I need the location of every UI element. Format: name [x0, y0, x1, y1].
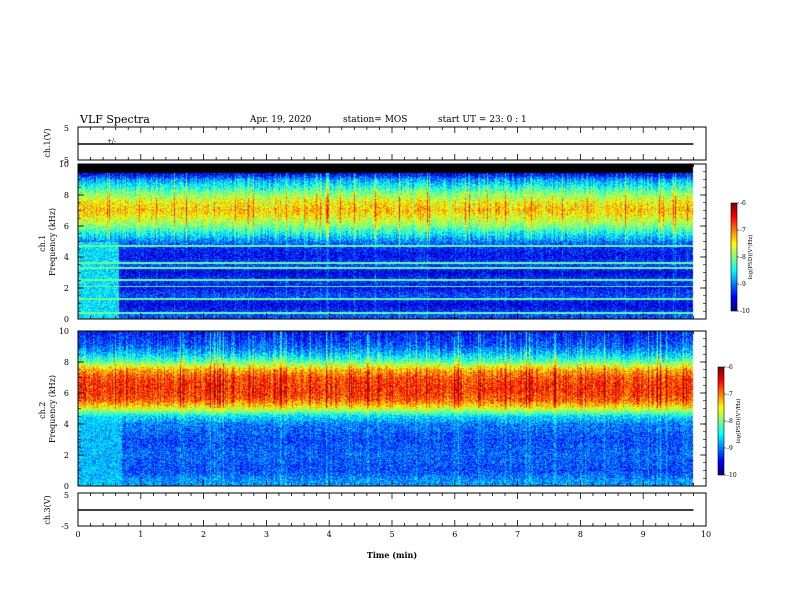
colorbar-tick-label: -8: [727, 418, 733, 425]
time-axis-tick-labels: 0 1 2 3 4 5 6 7 8 9 10: [75, 530, 711, 539]
ch2-colorbar: [718, 367, 724, 475]
ch1-colorbar: [731, 203, 737, 311]
ch1-waveform-panel: +/- 5 -5 ch.1(V): [43, 124, 707, 165]
time-tick-label: 0: [75, 530, 80, 539]
freq-tick-label: 4: [64, 253, 69, 262]
station-label: station= MOS: [343, 115, 407, 125]
time-tick-label: 2: [201, 530, 206, 539]
time-tick-label: 3: [264, 530, 269, 539]
colorbar-tick-label: -9: [727, 445, 733, 452]
ch1-annotation: +/-: [107, 138, 116, 145]
ch1-spectrogram-ticks: [77, 164, 707, 319]
start-time-label: start UT = 23: 0 : 1: [438, 115, 527, 125]
freq-tick-label: 10: [59, 327, 69, 336]
ch2-spectrogram-panel: 10 8 6 4 2 0 ch.2 Frequency (kHz) -6 -7 -8 -9 -10…: [38, 327, 742, 491]
ch1-ylabel-channel: ch.1: [38, 235, 47, 252]
ch2-spectrogram-ticks: [77, 331, 707, 486]
ch2-spectrogram-ylabel: ch.2 Frequency (kHz): [38, 375, 57, 443]
ch3-ytick-top: 5: [64, 491, 69, 500]
freq-tick-label: 4: [64, 420, 69, 429]
freq-tick-label: 10: [59, 160, 69, 169]
ch3-ytick-bottom: -5: [61, 522, 69, 531]
ch3-ylabel: ch.3(V): [43, 495, 52, 524]
figure-title: VLF Spectra: [79, 113, 150, 126]
colorbar-tick-label: -7: [727, 391, 733, 398]
colorbar-tick-label: -10: [727, 472, 737, 479]
ch1-spectrogram-yticks: 10 8 6 4 2 0: [59, 160, 706, 324]
time-tick-label: 6: [452, 530, 457, 539]
ch1-colorbar-ticks: -6 -7 -8 -9 -10: [737, 200, 750, 315]
freq-tick-label: 0: [64, 482, 69, 491]
time-tick-label: 4: [327, 530, 332, 539]
time-tick-label: 5: [389, 530, 394, 539]
time-tick-label: 1: [138, 530, 143, 539]
freq-tick-label: 8: [64, 191, 69, 200]
ch1-waveform-ticks: [77, 127, 707, 160]
ch1-colorbar-wrap: [731, 203, 737, 311]
colorbar-tick-label: -6: [727, 364, 733, 371]
ch2-colorbar-wrap: [718, 367, 724, 475]
date-label: Apr. 19, 2020: [249, 115, 312, 125]
ch1-spectrogram-image: [78, 164, 706, 319]
freq-tick-label: 8: [64, 358, 69, 367]
ch3-waveform-ticks: [77, 493, 707, 526]
ch2-colorbar-ticks: -6 -7 -8 -9 -10: [724, 364, 737, 479]
freq-tick-label: 6: [64, 389, 69, 398]
ch1-spectrogram-panel: 10 8 6 4 2 0 ch.1 Frequency (kHz) -6 -7 -8 -9 -10…: [38, 160, 754, 324]
time-tick-label: 9: [641, 530, 646, 539]
freq-tick-label: 6: [64, 222, 69, 231]
ch2-colorbar-label: log(PSD)(V²/Hz): [735, 399, 742, 444]
ch1-ytick-bottom: -5: [61, 156, 69, 165]
colorbar-tick-label: -10: [740, 308, 750, 315]
time-tick-label: 8: [578, 530, 583, 539]
ch1-ytick-top: 5: [64, 124, 69, 133]
colorbar-tick-label: -7: [740, 227, 746, 234]
ch1-colorbar-label: log(PSD)(V²/Hz): [747, 235, 754, 280]
time-axis-label: Time (min): [367, 550, 417, 560]
ch1-ylabel-frequency: Frequency (kHz): [48, 208, 57, 276]
ch2-ylabel-channel: ch.2: [38, 402, 47, 419]
ch2-ylabel-frequency: Frequency (kHz): [48, 375, 57, 443]
time-tick-label: 7: [515, 530, 520, 539]
ch1-ylabel: ch.1(V): [43, 128, 52, 157]
ch1-spectrogram-image-wrap: [78, 164, 706, 319]
ch3-waveform-panel: 5 -5 ch.3(V) 0 1 2 3 4 5 6 7 8 9 10 Time (min): [43, 491, 711, 560]
freq-tick-label: 2: [64, 284, 69, 293]
ch2-spectrogram-image-wrap: [78, 331, 706, 486]
ch1-spectrogram-ylabel: ch.1 Frequency (kHz): [38, 208, 57, 276]
colorbar-tick-label: -9: [740, 281, 746, 288]
freq-tick-label: 2: [64, 451, 69, 460]
colorbar-tick-label: -8: [740, 254, 746, 261]
ch2-spectrogram-yticks: 10 8 6 4 2 0: [59, 327, 706, 491]
ch2-spectrogram-image: [78, 331, 706, 486]
freq-tick-label: 0: [64, 315, 69, 324]
colorbar-tick-label: -6: [740, 200, 746, 207]
time-tick-label: 10: [701, 530, 711, 539]
